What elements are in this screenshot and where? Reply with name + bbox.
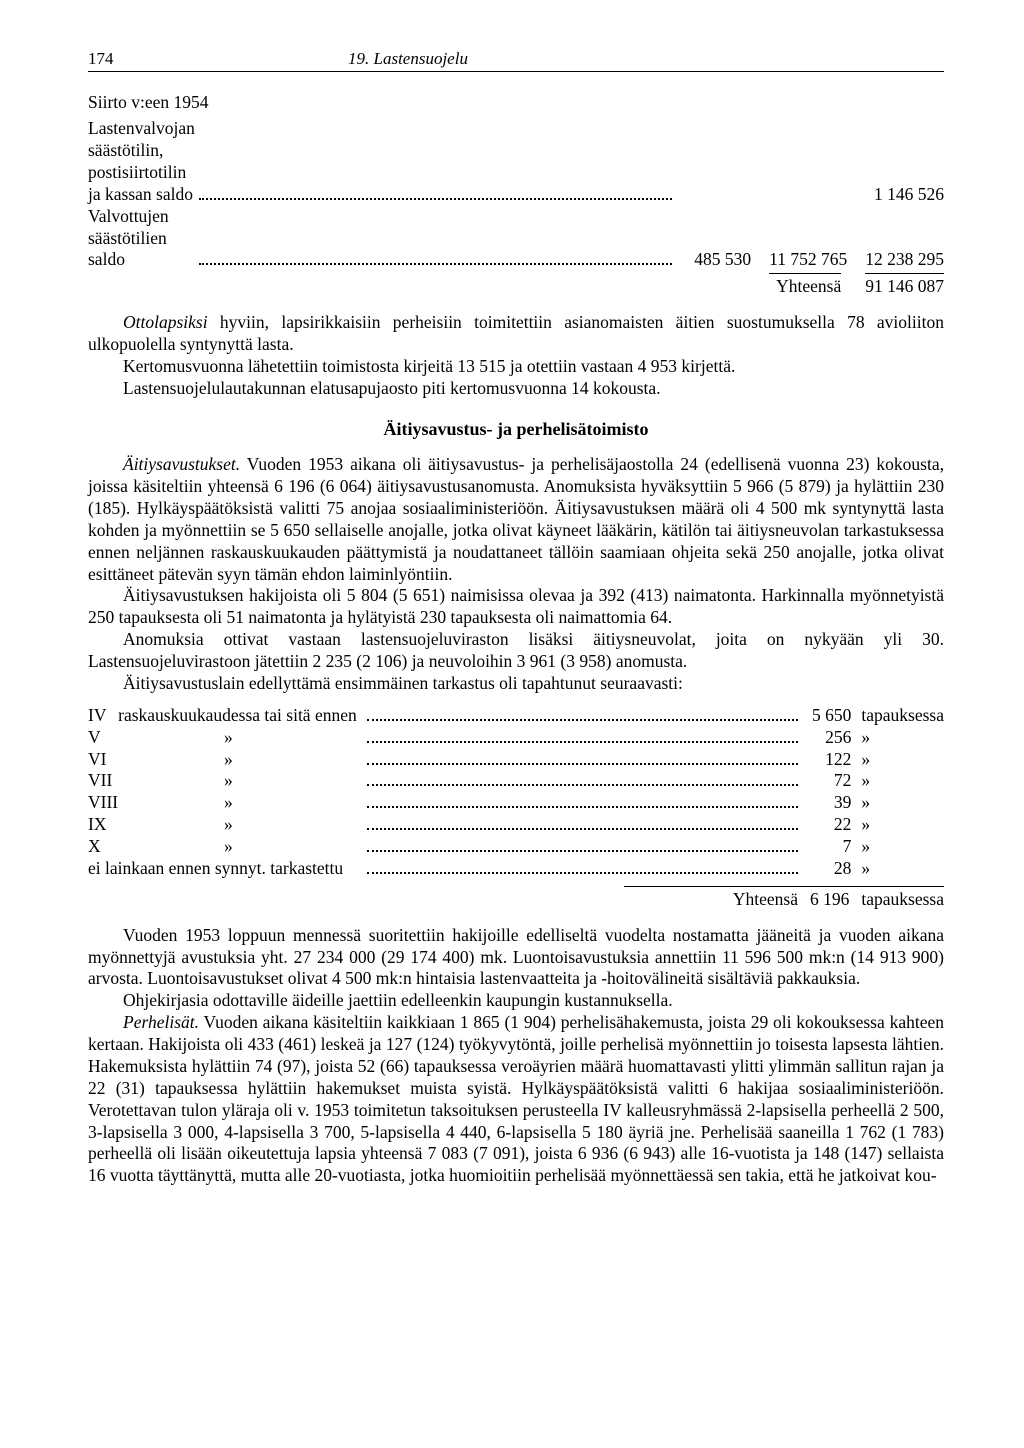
roman-numeral: VIII bbox=[88, 792, 118, 814]
row-desc: Valvottujen säästötilien saldo bbox=[88, 206, 195, 272]
paragraph: Äitiysavustukset. Vuoden 1953 aikana oli… bbox=[88, 454, 944, 585]
row-unit: » bbox=[851, 770, 944, 792]
row-value: 256 bbox=[802, 727, 851, 749]
roman-numeral: X bbox=[88, 836, 118, 858]
running-title: 19. Lastensuojelu bbox=[348, 48, 468, 69]
leader-dots bbox=[199, 184, 672, 200]
paragraph: Ohjekirjasia odottaville äideille jaetti… bbox=[88, 990, 944, 1012]
row-text: ei lainkaan ennen synnyt. tarkastettu bbox=[88, 858, 363, 880]
subsection-heading: Äitiysavustus- ja perhelisätoimisto bbox=[88, 418, 944, 441]
leader-dots bbox=[367, 727, 798, 743]
row-value: 72 bbox=[802, 770, 851, 792]
table-row: VI»122» bbox=[88, 749, 944, 771]
mid-total-unit: tapauksessa bbox=[861, 889, 944, 911]
roman-numeral: V bbox=[88, 727, 118, 749]
table-row: VII»72» bbox=[88, 770, 944, 792]
paragraph: Anomuksia ottivat vastaan lastensuojeluv… bbox=[88, 629, 944, 673]
total-row: Yhteensä 91 146 087 bbox=[88, 271, 944, 298]
paragraph: Äitiysavustuslain edellyttämä ensimmäine… bbox=[88, 673, 944, 695]
balance-table: Lastenvalvojan säästötilin, postisiirtot… bbox=[88, 118, 944, 298]
col1 bbox=[676, 118, 751, 206]
ditto-mark: » bbox=[118, 836, 363, 858]
row-value: 7 bbox=[802, 836, 851, 858]
leader-dots bbox=[367, 792, 798, 808]
paragraph: Lastensuojelulautakunnan elatusapujaosto… bbox=[88, 378, 944, 400]
col1: 485 530 bbox=[676, 206, 751, 272]
table-row: IVraskauskuukaudessa tai sitä ennen 5 650… bbox=[88, 705, 944, 727]
ditto-mark: » bbox=[118, 792, 363, 814]
ditto-mark: » bbox=[118, 749, 363, 771]
leader-dots bbox=[367, 770, 798, 786]
roman-numeral: VI bbox=[88, 749, 118, 771]
row-value: 28 bbox=[802, 858, 851, 880]
table-row: VIII»39» bbox=[88, 792, 944, 814]
row-unit: » bbox=[851, 727, 944, 749]
mid-total-row: Yhteensä 6 196 tapauksessa bbox=[624, 886, 944, 911]
siirto-line: Siirto v:een 1954 bbox=[88, 92, 944, 114]
paragraph: Vuoden 1953 loppuun mennessä suoritettii… bbox=[88, 925, 944, 991]
leader-dots bbox=[367, 705, 798, 721]
row-unit: » bbox=[851, 814, 944, 836]
table-row: X»7» bbox=[88, 836, 944, 858]
table-row: IX»22» bbox=[88, 814, 944, 836]
row-value: 22 bbox=[802, 814, 851, 836]
col2 bbox=[751, 118, 847, 206]
running-header: 174 19. Lastensuojelu bbox=[88, 48, 944, 72]
roman-numeral: IV bbox=[88, 705, 118, 727]
roman-numeral: IX bbox=[88, 814, 118, 836]
page-number: 174 bbox=[88, 48, 348, 69]
lead-word: Ottolapsiksi bbox=[123, 312, 208, 332]
row-text: raskauskuukaudessa tai sitä ennen bbox=[118, 705, 363, 727]
paragraph: Kertomusvuonna lähetettiin toimistosta k… bbox=[88, 356, 944, 378]
lead-word: Äitiysavustukset. bbox=[123, 454, 240, 474]
ditto-mark: » bbox=[118, 814, 363, 836]
paragraph: Ottolapsiksi hyviin, lapsirikkaisiin per… bbox=[88, 312, 944, 356]
row-value: 5 650 bbox=[802, 705, 851, 727]
table-row: V»256» bbox=[88, 727, 944, 749]
row-unit: » bbox=[851, 836, 944, 858]
roman-numeral: VII bbox=[88, 770, 118, 792]
leader-dots bbox=[367, 814, 798, 830]
row-unit: tapauksessa bbox=[851, 705, 944, 727]
paragraph: Perhelisät. Vuoden aikana käsiteltiin ka… bbox=[88, 1012, 944, 1187]
total-value: 91 146 087 bbox=[865, 273, 944, 298]
row-desc: Lastenvalvojan säästötilin, postisiirtot… bbox=[88, 118, 195, 206]
ditto-mark: » bbox=[118, 770, 363, 792]
row-unit: » bbox=[851, 858, 944, 880]
row-value: 39 bbox=[802, 792, 851, 814]
col3: 12 238 295 bbox=[847, 206, 944, 272]
total-label: Yhteensä bbox=[769, 273, 841, 298]
ditto-mark: » bbox=[118, 727, 363, 749]
table-row: Lastenvalvojan säästötilin, postisiirtot… bbox=[88, 118, 944, 206]
row-unit: » bbox=[851, 792, 944, 814]
row-value: 122 bbox=[802, 749, 851, 771]
row-unit: » bbox=[851, 749, 944, 771]
leader-dots bbox=[367, 858, 798, 874]
leader-dots bbox=[367, 749, 798, 765]
inspection-table: IVraskauskuukaudessa tai sitä ennen 5 650… bbox=[88, 705, 944, 880]
paragraph: Äitiysavustuksen hakijoista oli 5 804 (5… bbox=[88, 585, 944, 629]
lead-word: Perhelisät. bbox=[123, 1012, 199, 1032]
page: 174 19. Lastensuojelu Siirto v:een 1954 … bbox=[0, 0, 1024, 1448]
table-row: ei lainkaan ennen synnyt. tarkastettu 28» bbox=[88, 858, 944, 880]
mid-total-value: 6 196 bbox=[810, 889, 849, 911]
col3: 1 146 526 bbox=[847, 118, 944, 206]
leader-dots bbox=[199, 249, 672, 265]
table-row: Valvottujen säästötilien saldo 485 530 1… bbox=[88, 206, 944, 272]
leader-dots bbox=[367, 836, 798, 852]
col2: 11 752 765 bbox=[751, 206, 847, 272]
mid-total-label: Yhteensä bbox=[733, 889, 798, 911]
